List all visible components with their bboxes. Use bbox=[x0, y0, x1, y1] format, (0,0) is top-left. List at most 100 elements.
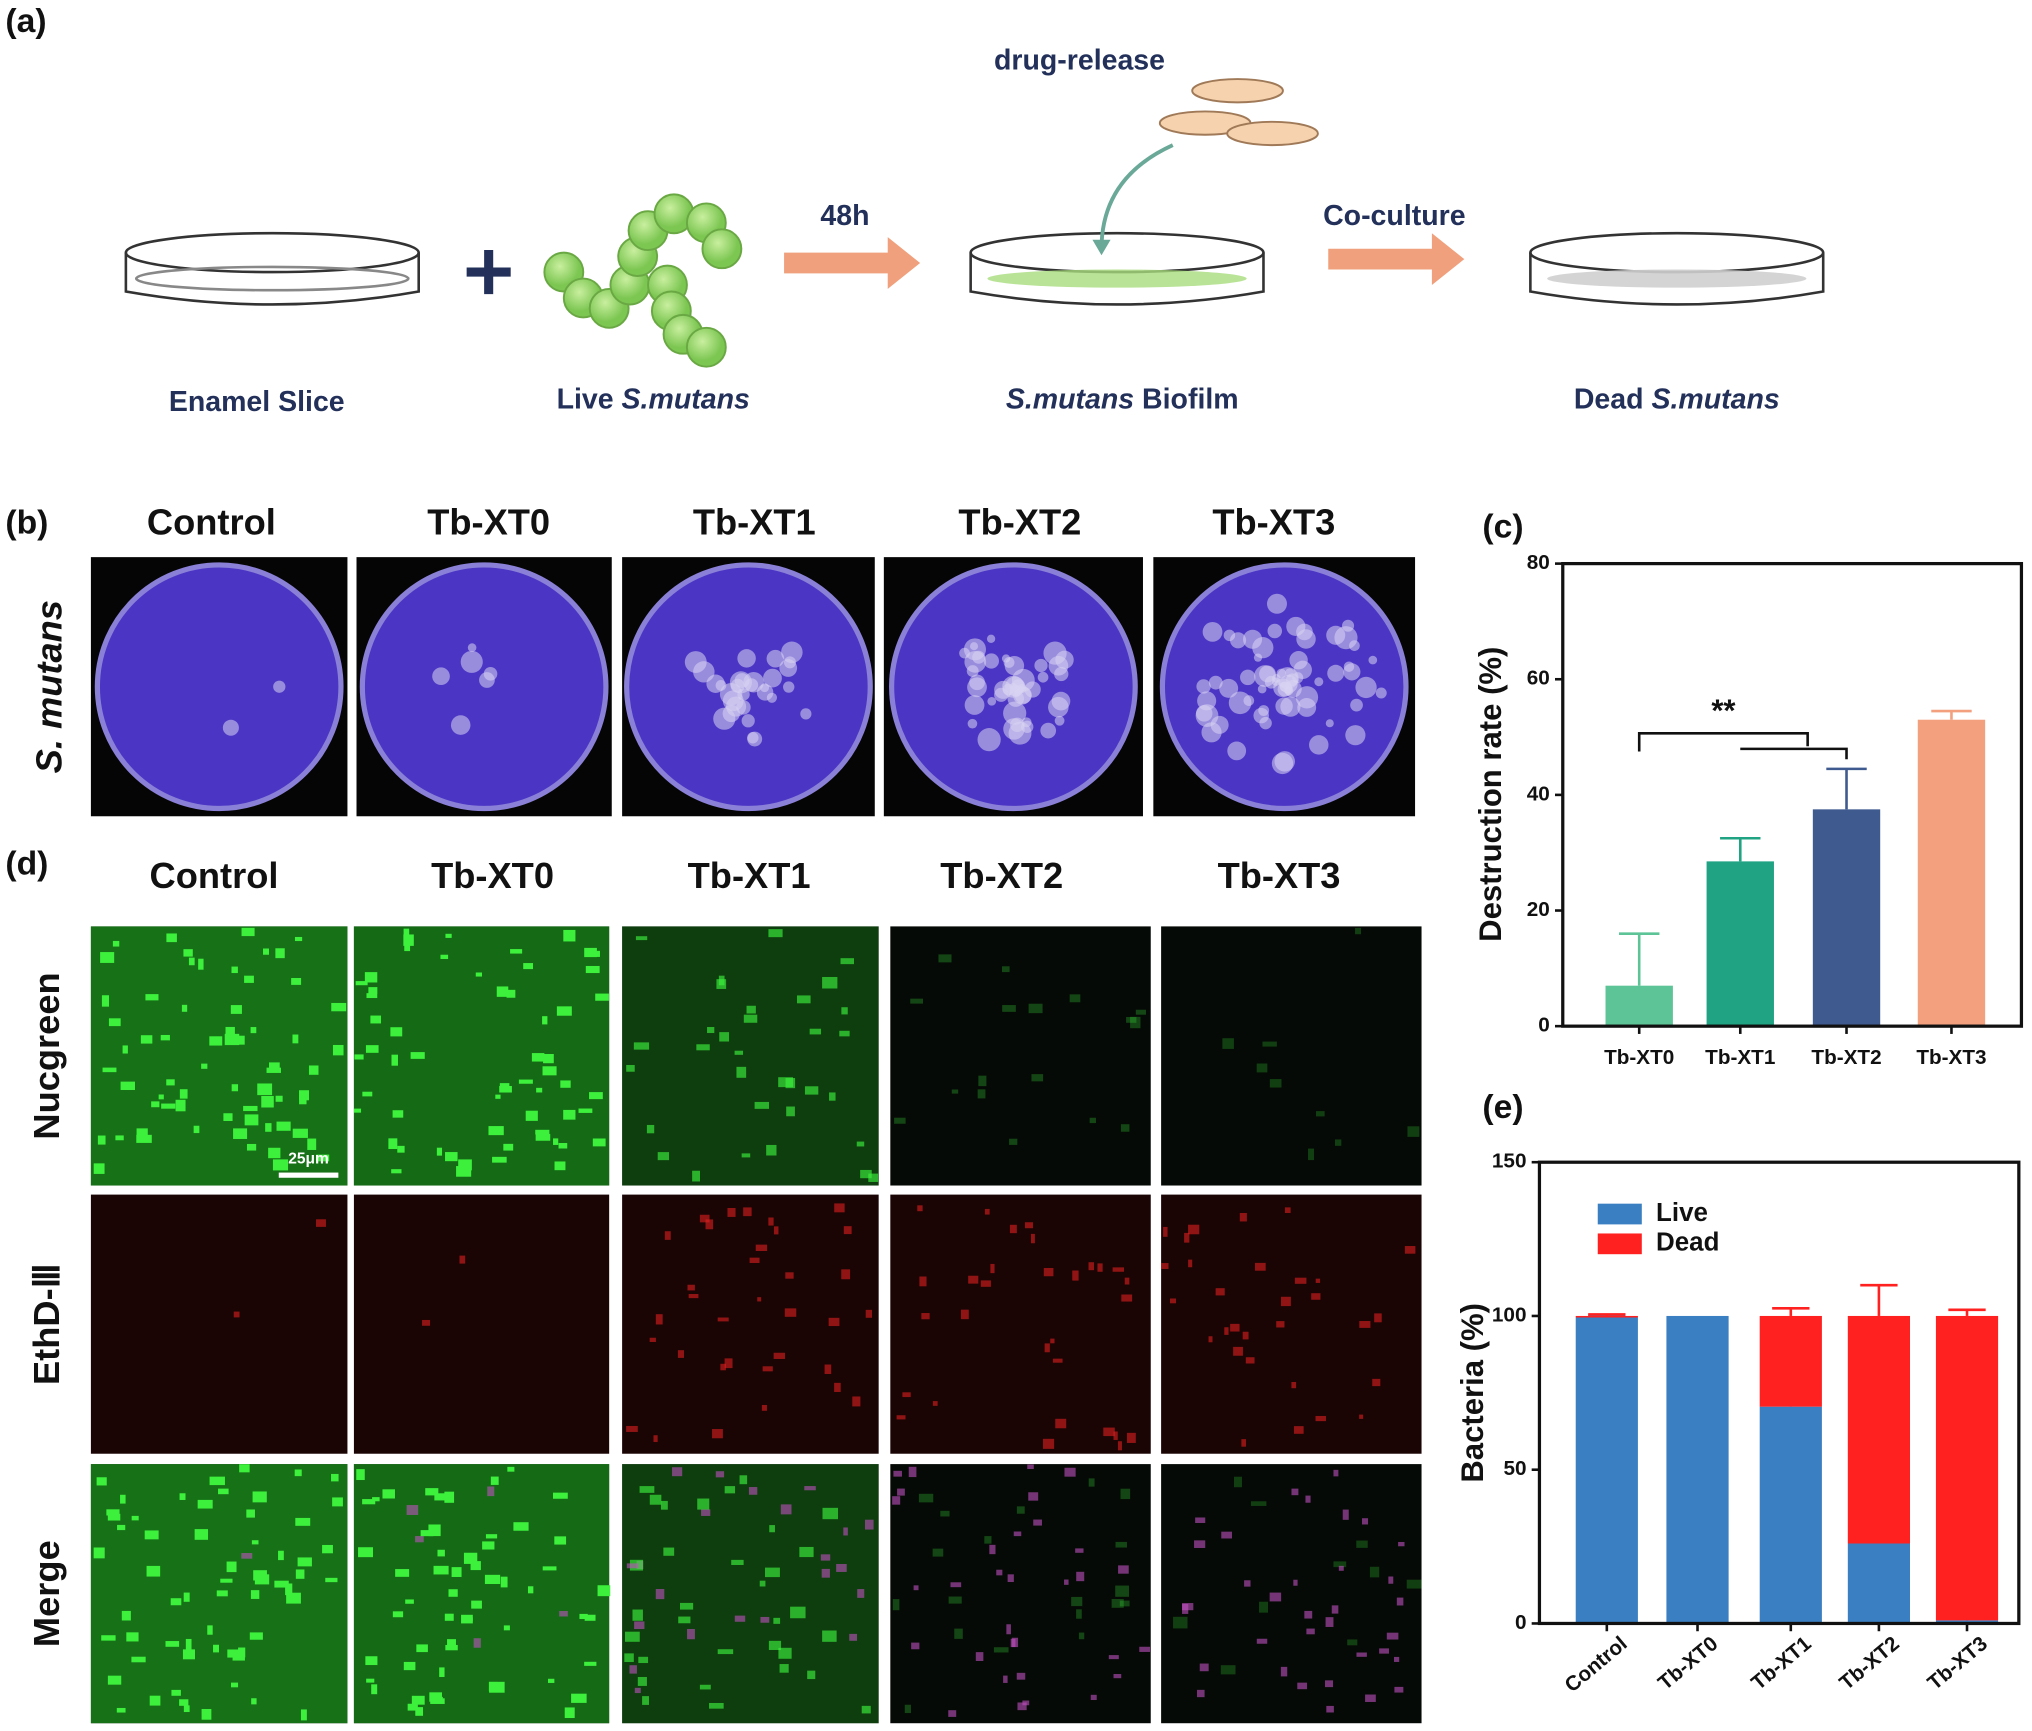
cleared-spot bbox=[1375, 687, 1387, 699]
speckle bbox=[1182, 1603, 1194, 1611]
plus bbox=[466, 250, 511, 295]
y-tick-label: 40 bbox=[1527, 782, 1550, 805]
speckle bbox=[331, 1002, 347, 1012]
cleared-spot bbox=[222, 719, 239, 736]
y-tick-label: 100 bbox=[1492, 1303, 1527, 1326]
speckle bbox=[709, 1702, 724, 1709]
speckle bbox=[185, 1638, 192, 1651]
speckle bbox=[322, 1544, 333, 1554]
speckle bbox=[428, 1524, 441, 1537]
speckle bbox=[760, 1616, 770, 1623]
x-tick-label: Control bbox=[1560, 1632, 1631, 1697]
speckle bbox=[839, 1030, 850, 1037]
speckle bbox=[459, 1255, 466, 1264]
speckle bbox=[531, 1053, 545, 1062]
speckle bbox=[231, 1084, 239, 1092]
cleared-spot bbox=[964, 695, 985, 715]
y-tick-label: 80 bbox=[1527, 551, 1550, 574]
speckle bbox=[1009, 1138, 1018, 1145]
speckle bbox=[1359, 1414, 1364, 1419]
speckle bbox=[1117, 1441, 1122, 1451]
bar-segment bbox=[1575, 1315, 1638, 1318]
cleared-spot bbox=[1285, 668, 1295, 677]
speckle bbox=[1224, 1327, 1229, 1335]
speckle bbox=[1028, 1492, 1039, 1501]
speckle bbox=[724, 1358, 733, 1369]
cleared-spot bbox=[1342, 619, 1355, 632]
speckle bbox=[585, 965, 600, 974]
speckle bbox=[663, 1547, 675, 1556]
speckle bbox=[1052, 1358, 1063, 1363]
speckle bbox=[126, 1632, 139, 1642]
speckle bbox=[462, 1617, 473, 1622]
speckle bbox=[736, 1066, 747, 1078]
speckle bbox=[223, 1113, 233, 1122]
speckle bbox=[131, 1656, 146, 1663]
bacteria-chain bbox=[543, 193, 743, 368]
speckle bbox=[470, 1561, 481, 1571]
speckle bbox=[122, 1045, 128, 1054]
panel-label: (c) bbox=[1482, 509, 1523, 546]
x-tick-label: Tb-XT0 bbox=[1654, 1632, 1723, 1695]
speckle bbox=[300, 1709, 307, 1721]
speckle bbox=[687, 1284, 695, 1291]
speckle bbox=[768, 929, 783, 938]
speckle bbox=[653, 1435, 658, 1443]
speckle bbox=[527, 1586, 534, 1594]
speckle bbox=[1031, 1074, 1044, 1082]
speckle bbox=[366, 1678, 375, 1683]
speckle bbox=[332, 1497, 343, 1507]
speckle bbox=[355, 981, 368, 986]
cleared-spot bbox=[783, 681, 795, 693]
speckle bbox=[161, 1103, 176, 1109]
speckle bbox=[1064, 1467, 1076, 1477]
cleared-spot bbox=[467, 643, 477, 652]
speckle bbox=[768, 1217, 774, 1226]
legend-swatch bbox=[1597, 1233, 1642, 1255]
speckle bbox=[717, 1649, 734, 1655]
speckle bbox=[553, 1138, 559, 1145]
speckle bbox=[1407, 1126, 1420, 1137]
bar-segment bbox=[1935, 1315, 1999, 1621]
speckle bbox=[286, 1592, 301, 1604]
speckle bbox=[1196, 1689, 1205, 1698]
speckle bbox=[536, 1087, 543, 1093]
speckle bbox=[990, 1263, 995, 1274]
speckle bbox=[513, 1522, 529, 1531]
speckle bbox=[1369, 1566, 1380, 1578]
speckle bbox=[117, 1524, 126, 1531]
speckle bbox=[1304, 1610, 1313, 1619]
cleared-spot bbox=[800, 708, 812, 720]
cleared-spot bbox=[1008, 721, 1032, 745]
speckle bbox=[911, 1642, 920, 1650]
speckle bbox=[535, 1133, 551, 1141]
speckle bbox=[1044, 1343, 1050, 1353]
speckle bbox=[209, 1036, 223, 1046]
speckle bbox=[484, 1574, 501, 1585]
text: Biofilm bbox=[1142, 383, 1239, 415]
speckle bbox=[547, 1678, 555, 1683]
speckle bbox=[699, 1214, 710, 1223]
column-header: Tb-XT2 bbox=[940, 855, 1063, 896]
speckle bbox=[571, 1693, 587, 1703]
speckle bbox=[183, 1705, 190, 1713]
speckle bbox=[1115, 1541, 1127, 1548]
speckle bbox=[913, 1585, 919, 1591]
speckle bbox=[950, 1582, 962, 1588]
cleared-spot bbox=[1197, 691, 1217, 711]
speckle bbox=[506, 989, 516, 998]
cleared-spot bbox=[1272, 674, 1281, 683]
cleared-spot bbox=[460, 650, 483, 673]
speckle bbox=[932, 1401, 938, 1406]
cleared-spot bbox=[450, 715, 471, 735]
cleared-spot bbox=[1202, 622, 1223, 642]
speckle bbox=[908, 1466, 917, 1478]
text: Live bbox=[557, 383, 614, 415]
speckle bbox=[370, 1015, 382, 1024]
speckle bbox=[824, 1364, 832, 1374]
speckle bbox=[213, 1644, 220, 1653]
speckle bbox=[785, 1272, 794, 1279]
speckle bbox=[382, 1489, 395, 1499]
speckle bbox=[563, 929, 576, 942]
speckle bbox=[1396, 1597, 1404, 1606]
